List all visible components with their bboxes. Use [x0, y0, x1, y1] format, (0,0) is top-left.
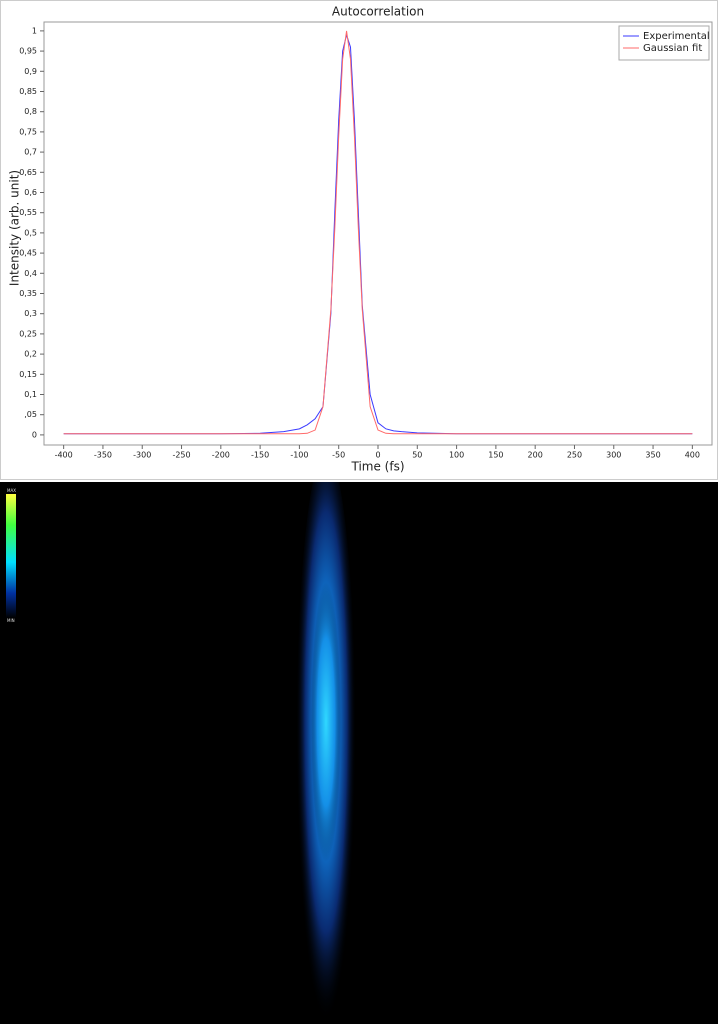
x-tick-label: 200 [528, 451, 543, 460]
plot-area [43, 21, 713, 446]
y-tick-label: 0,85 [19, 87, 37, 96]
y-tick-label: 0,1 [24, 390, 37, 399]
y-tick-label: 0,75 [19, 127, 37, 136]
colorbar-max: MAX [7, 488, 16, 493]
y-tick-label: 0,95 [19, 47, 37, 56]
y-tick-label: 0,6 [24, 188, 37, 197]
x-tick-label: 400 [685, 451, 700, 460]
x-tick-label: 0 [375, 451, 380, 460]
y-tick-label: 0,55 [19, 208, 37, 217]
legend-box [618, 25, 710, 61]
x-tick-label: 350 [645, 451, 660, 460]
series-line [63, 30, 693, 435]
x-tick-label: -50 [332, 451, 345, 460]
legend-label: Experimental [643, 31, 710, 42]
y-tick-label: 0 [32, 430, 37, 439]
y-tick-label: 0,35 [19, 289, 37, 298]
chart: Autocorrelation Time (fs) Intensity (arb… [0, 0, 718, 480]
x-tick-label: -150 [251, 451, 269, 460]
beam-core [311, 582, 341, 862]
y-tick-label: 0,7 [24, 148, 37, 157]
y-tick-label: 0,2 [24, 350, 37, 359]
y-tick-label: 0,9 [24, 67, 37, 76]
y-tick-label: 1 [32, 26, 37, 35]
x-tick-label: 250 [567, 451, 582, 460]
y-tick-label: 0,45 [19, 249, 37, 258]
y-axis-label: Intensity (arb. unit) [8, 170, 22, 286]
x-tick-label: -250 [172, 451, 190, 460]
x-tick-label: -300 [133, 451, 151, 460]
image-background [0, 482, 718, 1024]
x-tick-label: -350 [94, 451, 112, 460]
colorbar-min: MIN [7, 618, 15, 623]
y-tick-label: 0,4 [24, 269, 37, 278]
y-tick-label: 0,65 [19, 168, 37, 177]
camera-image: MAX MIN [0, 482, 718, 1024]
y-tick-label: 0,15 [19, 370, 37, 379]
x-tick-label: 300 [606, 451, 621, 460]
y-tick-label: 0,8 [24, 107, 37, 116]
y-tick-label: 0,5 [24, 228, 37, 237]
x-tick-label: 150 [488, 451, 503, 460]
x-tick-label: -200 [212, 451, 230, 460]
y-tick-label: 0,3 [24, 309, 37, 318]
legend-label: Gaussian fit [643, 43, 702, 54]
x-tick-label: -400 [55, 451, 73, 460]
y-tick-label: 0,25 [19, 329, 37, 338]
x-tick-label: 50 [412, 451, 422, 460]
chart-title: Autocorrelation [332, 5, 424, 19]
colorbar [6, 494, 16, 618]
x-tick-label: 100 [449, 451, 464, 460]
x-axis-label: Time (fs) [350, 460, 404, 474]
x-tick-label: -100 [290, 451, 308, 460]
y-tick-label: ,05 [24, 410, 37, 419]
